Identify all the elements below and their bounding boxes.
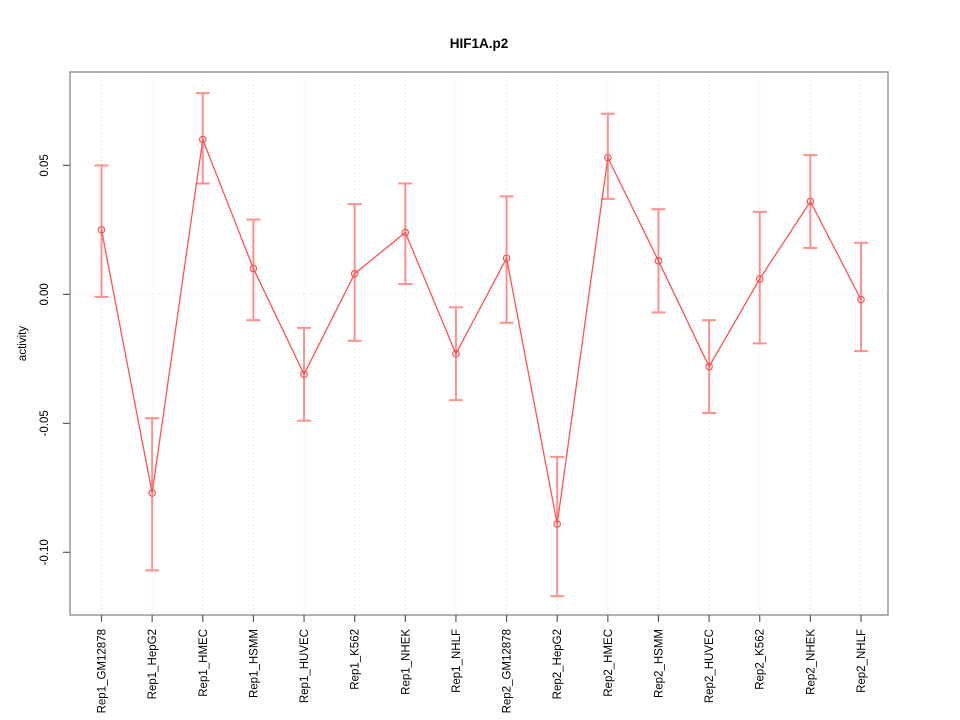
x-tick-labels: Rep1_GM12878 Rep1_HepG2 Rep1_HMEC Rep1_HSMM… — [97, 629, 869, 714]
data-point-marker — [249, 264, 258, 273]
x-tick-label: Rep1_NHEK — [400, 629, 412, 695]
data-points — [97, 135, 865, 528]
data-point-marker — [198, 135, 207, 144]
x-tick-label: Rep2_HepG2 — [552, 629, 564, 699]
x-tick-label: Rep2_GM12878 — [502, 629, 514, 713]
data-point-marker — [401, 228, 410, 237]
data-point-marker — [755, 275, 764, 283]
data-point-marker — [553, 520, 562, 528]
y-tick-label: 0.05 — [39, 154, 51, 176]
x-tick-label: Rep2_HUVEC — [704, 629, 716, 703]
x-tick-label: Rep1_GM12878 — [97, 629, 109, 713]
data-point-marker — [300, 370, 308, 379]
error-bars — [94, 92, 868, 598]
x-tick-label: Rep2_K562 — [755, 629, 767, 690]
series-line — [100, 137, 862, 525]
data-point-marker — [705, 362, 713, 371]
x-tick-label: Rep2_NHEK — [805, 629, 817, 695]
x-tick-label: Rep1_HepG2 — [147, 629, 159, 699]
data-point-marker — [654, 257, 663, 265]
axis-ticks — [63, 164, 862, 622]
y-tick-labels: 0.05 0.00 -0.05 -0.10 — [39, 154, 51, 565]
x-tick-label: Rep1_K562 — [350, 629, 362, 690]
y-tick-label: -0.10 — [39, 539, 51, 565]
x-tick-label: Rep2_HSMM — [653, 629, 665, 698]
y-axis-label: activity — [17, 326, 29, 361]
y-tick-label: 0.00 — [39, 283, 51, 305]
data-point-marker — [350, 269, 359, 278]
y-tick-label: -0.05 — [39, 410, 51, 436]
x-tick-label: Rep1_HSMM — [248, 629, 260, 698]
data-point-marker — [502, 254, 511, 263]
chart-title: HIF1A.p2 — [450, 36, 509, 51]
x-tick-label: Rep2_HMEC — [603, 629, 615, 697]
x-tick-label: Rep1_HUVEC — [299, 629, 311, 703]
data-point-marker — [806, 197, 815, 206]
data-point-marker — [97, 226, 106, 234]
data-point-marker — [857, 295, 865, 304]
plot-box — [69, 71, 889, 616]
x-tick-label: Rep1_HMEC — [198, 629, 210, 697]
data-point-marker — [452, 349, 460, 358]
data-point-marker — [148, 489, 156, 497]
data-point-marker — [604, 153, 612, 162]
x-tick-label: Rep1_NHLF — [451, 629, 463, 693]
x-tick-label: Rep2_NHLF — [856, 629, 868, 693]
